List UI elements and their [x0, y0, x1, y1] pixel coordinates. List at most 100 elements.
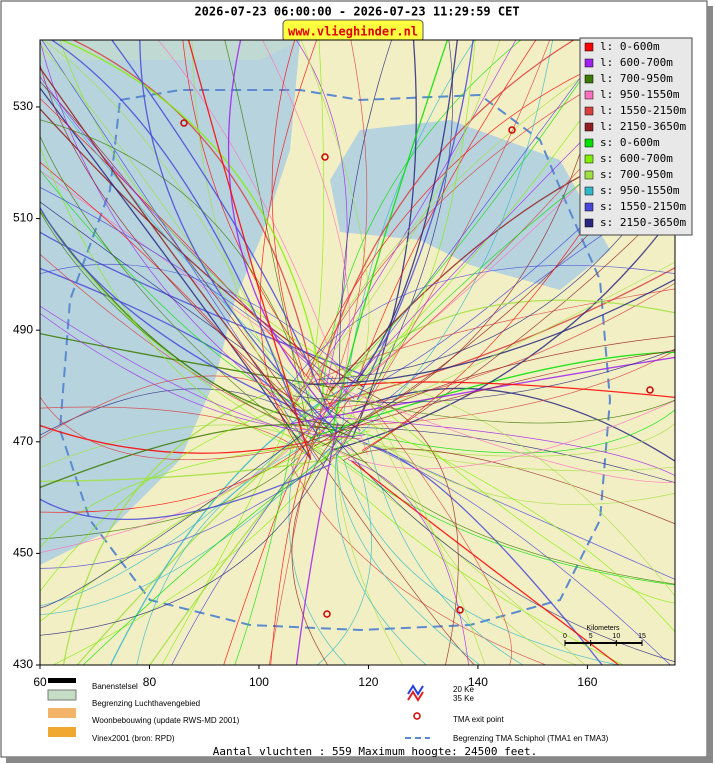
land-edge: [40, 40, 300, 60]
flight-track: [366, 443, 671, 665]
legend-label: s: 1550-2150m: [600, 200, 686, 213]
flight-track: [40, 67, 306, 427]
flight-track: [62, 381, 302, 665]
flight-track: [40, 450, 369, 483]
flight-track: [290, 282, 675, 412]
flight-track: [292, 349, 675, 403]
flight-track: [73, 40, 314, 378]
flight-track: [295, 40, 348, 385]
flight-track: [223, 440, 308, 665]
flight-track: [40, 108, 364, 388]
site-link[interactable]: www.vlieghinder.nl: [288, 25, 418, 39]
flight-track: [40, 393, 349, 592]
flight-track: [40, 267, 319, 436]
flight-track: [40, 408, 325, 553]
legend-box: [579, 37, 693, 236]
flight-track: [40, 457, 299, 540]
flight-track: [294, 40, 638, 398]
flight-track: [149, 459, 308, 665]
flight-track: [40, 428, 310, 609]
flight-track: [339, 40, 392, 382]
flight-track: [300, 40, 370, 379]
legend: l: 0-600m l: 600-700m l: 700-950m l: 950-15…: [579, 37, 693, 236]
key-label: 35 Ke: [453, 694, 474, 703]
y-tick-label: 430: [13, 657, 33, 671]
exit-point: [323, 610, 331, 618]
flight-track: [82, 434, 358, 665]
flight-track: [340, 40, 475, 449]
flight-track: [40, 187, 355, 400]
flight-track: [53, 391, 363, 665]
flight-track: [51, 40, 301, 426]
flight-track: [358, 40, 554, 436]
flight-track: [345, 441, 675, 585]
y-tick-label: 530: [13, 99, 33, 113]
flight-track: [313, 335, 675, 447]
swatch: [407, 690, 424, 702]
key-label: Woonbebouwing (update RWS-MD 2001): [92, 716, 240, 725]
flight-track: [351, 460, 620, 665]
legend-swatch: [584, 186, 594, 196]
legend-label: l: 700-950m: [600, 72, 673, 85]
x-tick-label: 140: [468, 675, 488, 689]
flight-track: [336, 454, 481, 665]
flight-track: [40, 119, 319, 438]
flight-track: [290, 40, 368, 462]
flight-track: [296, 40, 517, 402]
x-tick-label: 120: [358, 675, 378, 689]
flight-track: [187, 40, 312, 459]
scale-label: 5: [589, 633, 593, 640]
legend-label: l: 0-600m: [600, 40, 660, 53]
x-tick-label: 160: [577, 675, 597, 689]
x-tick-label: 80: [143, 675, 157, 689]
flight-track: [40, 207, 331, 425]
legend-swatch: [584, 106, 594, 116]
flight-track: [59, 40, 366, 384]
flight-track: [270, 382, 347, 665]
flight-track: [40, 211, 368, 464]
scale-label: 15: [638, 633, 646, 640]
flight-track: [289, 40, 501, 406]
flight-track: [40, 396, 334, 461]
scale-label: 10: [612, 633, 620, 640]
flight-track: [351, 387, 675, 462]
y-tick-label: 510: [13, 211, 33, 225]
flight-track: [342, 448, 675, 525]
flight-track: [40, 170, 300, 406]
flight-track: [40, 436, 295, 607]
flight-track: [291, 40, 325, 453]
flight-track: [40, 424, 344, 636]
key-label: 20 Ke: [453, 685, 474, 694]
key-label: Begrenzing TMA Schiphol (TMA1 en TMA3): [453, 734, 609, 743]
exit-point: [508, 126, 516, 134]
flight-track: [323, 416, 675, 476]
swatch: [48, 708, 76, 718]
legend-label: s: 2150-3650m: [600, 216, 686, 229]
flight-track: [171, 416, 336, 665]
flight-track: [61, 40, 325, 395]
flight-track: [321, 393, 675, 424]
flight-track: [40, 136, 332, 463]
footer: Aantal vluchten : 559 Maximum hoogte: 24…: [213, 745, 538, 758]
legend-label: l: 600-700m: [600, 56, 673, 69]
legend-label: s: 700-950m: [600, 168, 673, 181]
flight-track: [335, 392, 403, 665]
flight-track: [351, 40, 417, 439]
flight-track: [40, 463, 332, 521]
title: 2026-07-23 06:00:00 - 2026-07-23 11:29:5…: [194, 5, 519, 19]
flight-track: [290, 464, 547, 665]
flight-track: [331, 212, 675, 451]
flight-track: [305, 432, 624, 665]
flight-track: [340, 381, 675, 398]
exit-point: [321, 153, 329, 161]
flight-track: [364, 396, 512, 665]
flight-track: [308, 375, 675, 483]
map-area: [40, 40, 675, 665]
tma-boundary: [58, 89, 612, 632]
flight-track: [306, 350, 675, 443]
flight-track: [356, 40, 476, 405]
y-tick-label: 450: [13, 546, 33, 560]
shadow: [6, 757, 713, 763]
flight-track: [358, 383, 486, 665]
